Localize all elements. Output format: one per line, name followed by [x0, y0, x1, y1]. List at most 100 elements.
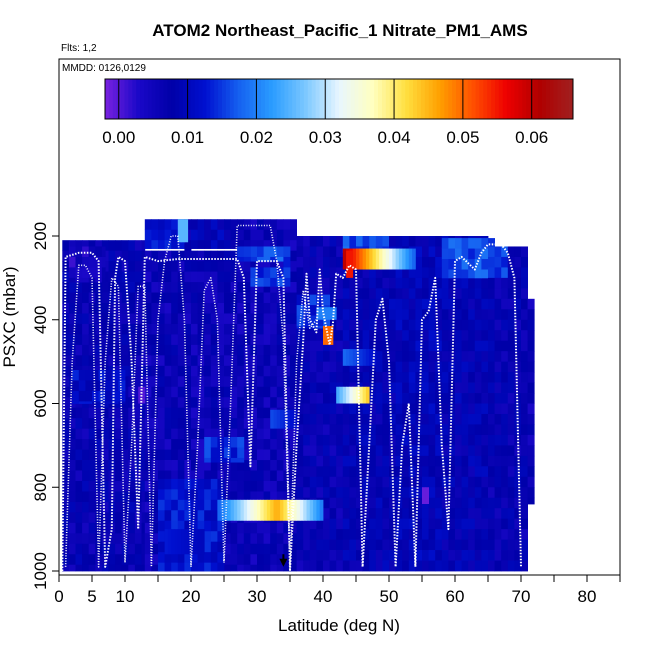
heatmap-cell — [184, 460, 192, 471]
heatmap-cell — [78, 390, 86, 402]
heatmap-cell — [349, 319, 357, 331]
heatmap-cell — [382, 466, 390, 478]
heatmap-cell — [514, 372, 522, 383]
heatmap-cell — [507, 445, 515, 457]
heatmap-cell — [270, 277, 278, 287]
heatmap-cell — [101, 449, 109, 461]
heatmap-cell — [501, 550, 509, 561]
heatmap-cell — [323, 256, 330, 268]
heatmap-cell — [237, 365, 245, 377]
heatmap-cell — [296, 246, 304, 258]
heatmap-cell — [441, 269, 449, 279]
heatmap-feature-cell — [323, 307, 327, 320]
heatmap-cell — [428, 476, 436, 488]
heatmap-cell — [171, 229, 179, 241]
heatmap-cell — [151, 323, 159, 335]
heatmap-cell — [217, 457, 225, 463]
heatmap-cell — [415, 550, 423, 561]
heatmap-cell — [369, 518, 377, 530]
heatmap-cell — [527, 298, 535, 310]
heatmap-cell — [488, 361, 495, 373]
heatmap-cell — [356, 518, 363, 530]
heatmap-cell — [342, 403, 350, 415]
heatmap-cell — [224, 457, 231, 463]
heatmap-feature-cell — [200, 529, 205, 555]
heatmap-cell — [108, 323, 116, 335]
heatmap-cell — [356, 288, 363, 300]
heatmap-cell — [402, 424, 410, 436]
heatmap-cell — [75, 460, 83, 471]
heatmap-cell — [323, 560, 330, 572]
heatmap-cell — [342, 298, 350, 310]
heatmap-cell — [356, 550, 363, 561]
heatmap-cell — [408, 518, 416, 530]
heatmap-cell — [197, 439, 205, 450]
heatmap-feature-cell — [365, 386, 370, 404]
heatmap-cell — [134, 564, 142, 572]
heatmap-cell — [171, 386, 179, 398]
heatmap-cell — [501, 424, 509, 436]
heatmap-cell — [415, 529, 423, 540]
heatmap-cell — [263, 246, 271, 258]
heatmap-cell — [82, 491, 90, 503]
heatmap-cell — [217, 303, 225, 314]
heatmap-cell — [441, 497, 449, 509]
heatmap-cell — [428, 434, 436, 446]
heatmap-cell — [204, 428, 212, 440]
heatmap-cell — [243, 554, 251, 566]
heatmap-cell — [342, 529, 350, 540]
heatmap-cell — [257, 428, 264, 440]
heatmap-cell — [336, 236, 344, 247]
heatmap-cell — [474, 539, 482, 551]
heatmap-cell — [237, 470, 245, 482]
heatmap-cell — [468, 248, 476, 260]
heatmap-cell — [468, 445, 476, 457]
heatmap-cell — [448, 497, 456, 509]
heatmap-cell — [111, 380, 119, 392]
heatmap-cell — [82, 533, 90, 545]
colorbar-swatch — [311, 79, 317, 119]
heatmap-cell — [336, 518, 344, 530]
heatmap-cell — [435, 403, 443, 415]
heatmap-cell — [134, 365, 142, 377]
heatmap-cell — [164, 418, 172, 430]
heatmap-cell — [121, 344, 129, 356]
heatmap-cell — [468, 351, 476, 363]
heatmap-cell — [494, 288, 502, 300]
heatmap-cell — [408, 403, 416, 415]
heatmap-cell — [237, 282, 245, 293]
heatmap-cell — [382, 267, 390, 279]
heatmap-cell — [108, 428, 116, 440]
heatmap-cell — [191, 418, 198, 430]
heatmap-cell — [121, 250, 129, 262]
heatmap-cell — [230, 376, 238, 388]
heatmap-cell — [290, 240, 297, 252]
heatmap-cell — [263, 277, 271, 287]
heatmap-cell — [210, 499, 218, 511]
heatmap-cell — [217, 531, 225, 543]
heatmap-cell — [448, 248, 456, 260]
heatmap-cell — [521, 298, 528, 310]
heatmap-cell — [177, 397, 185, 409]
heatmap-cell — [128, 512, 136, 524]
heatmap-cell — [250, 564, 258, 572]
heatmap-cell — [204, 282, 212, 293]
heatmap-cell — [428, 403, 436, 415]
heatmap-cell — [197, 250, 205, 262]
heatmap-cell — [121, 512, 129, 524]
heatmap-cell — [375, 539, 383, 551]
heatmap-cell — [474, 393, 482, 404]
heatmap-cell — [62, 470, 70, 482]
heatmap-cell — [184, 261, 192, 272]
heatmap-cell — [204, 355, 212, 367]
colorbar-swatch — [194, 79, 200, 119]
heatmap-cell — [134, 418, 142, 430]
heatmap-cell — [296, 403, 304, 415]
heatmap-cell — [501, 455, 509, 467]
heatmap-feature-cell — [141, 386, 146, 404]
heatmap-cell — [164, 439, 172, 450]
heatmap-cell — [151, 313, 159, 325]
heatmap-cell — [342, 424, 350, 436]
heatmap-cell — [336, 497, 344, 509]
